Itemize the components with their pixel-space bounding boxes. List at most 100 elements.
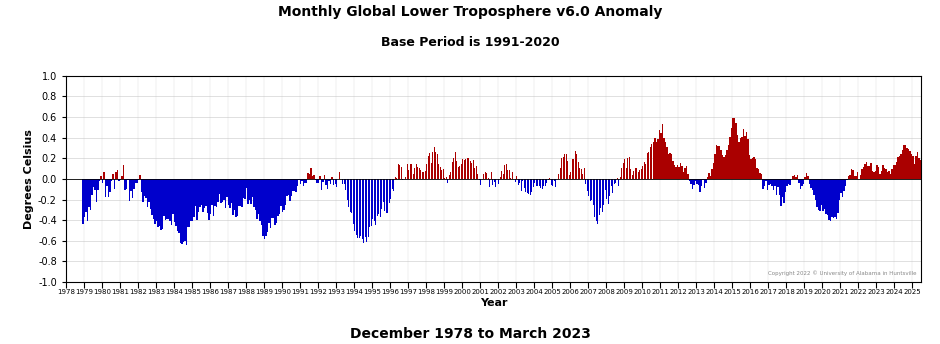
Bar	[395, 177, 396, 179]
Bar	[524, 179, 525, 189]
Bar	[735, 123, 737, 179]
Bar	[302, 179, 303, 181]
Bar	[693, 179, 695, 185]
Bar	[181, 179, 182, 244]
Bar	[315, 179, 317, 180]
Bar	[548, 179, 549, 180]
Bar	[357, 179, 358, 238]
Bar	[222, 179, 224, 202]
Bar	[514, 179, 516, 182]
Bar	[788, 179, 789, 184]
Bar	[425, 171, 426, 179]
Bar	[279, 179, 280, 214]
Bar	[719, 147, 720, 179]
Bar	[544, 179, 546, 186]
Bar	[649, 151, 650, 179]
Bar	[756, 168, 758, 179]
Bar	[398, 164, 399, 179]
Bar	[622, 163, 624, 179]
Bar	[365, 179, 366, 237]
Bar	[836, 179, 838, 219]
Bar	[131, 179, 132, 192]
Bar	[168, 179, 169, 218]
Bar	[133, 179, 134, 189]
Bar	[352, 179, 353, 224]
Bar	[299, 179, 300, 180]
Bar	[194, 179, 195, 217]
Bar	[689, 179, 690, 182]
Bar	[840, 179, 841, 193]
Bar	[255, 179, 257, 210]
Bar	[224, 179, 225, 200]
Bar	[491, 172, 492, 179]
Bar	[778, 179, 780, 195]
Bar	[272, 179, 273, 218]
Bar	[685, 166, 687, 179]
Bar	[318, 179, 320, 183]
Bar	[914, 164, 916, 179]
Bar	[584, 168, 585, 179]
Bar	[91, 179, 93, 195]
Bar	[405, 176, 406, 179]
Bar	[471, 163, 473, 179]
Bar	[634, 168, 636, 179]
Bar	[540, 179, 541, 188]
Bar	[428, 156, 429, 179]
Bar	[171, 179, 172, 225]
Bar	[541, 179, 543, 190]
Bar	[734, 118, 735, 179]
Bar	[358, 179, 360, 238]
Bar	[210, 179, 212, 214]
Bar	[678, 167, 680, 179]
Bar	[866, 162, 867, 179]
Bar	[863, 166, 864, 179]
Bar	[153, 179, 154, 219]
Bar	[511, 172, 513, 179]
Bar	[504, 165, 506, 179]
Bar	[177, 179, 179, 231]
Bar	[198, 179, 199, 212]
Bar	[765, 179, 766, 181]
Bar	[551, 179, 552, 185]
Bar	[136, 179, 138, 183]
Bar	[124, 179, 126, 190]
Text: Base Period is 1991-2020: Base Period is 1991-2020	[381, 36, 559, 49]
Bar	[393, 179, 395, 191]
Bar	[384, 179, 385, 212]
Bar	[441, 170, 443, 179]
Bar	[343, 179, 345, 184]
Bar	[812, 179, 813, 190]
Bar	[333, 179, 335, 185]
Bar	[851, 169, 852, 179]
Bar	[665, 142, 666, 179]
Bar	[149, 179, 151, 209]
Bar	[417, 166, 418, 179]
Bar	[438, 164, 439, 179]
Bar	[539, 179, 540, 186]
Bar	[473, 160, 474, 179]
Bar	[191, 179, 192, 221]
Bar	[663, 138, 665, 179]
Bar	[559, 168, 561, 179]
Bar	[146, 179, 147, 198]
Bar	[381, 179, 383, 209]
Bar	[816, 179, 818, 207]
Bar	[139, 175, 141, 179]
Bar	[723, 158, 725, 179]
Bar	[760, 174, 762, 179]
Bar	[748, 155, 750, 179]
Bar	[755, 159, 756, 179]
Bar	[138, 179, 139, 180]
Bar	[699, 179, 700, 192]
Bar	[436, 154, 438, 179]
Bar	[563, 157, 564, 179]
Bar	[573, 159, 574, 179]
Bar	[154, 179, 156, 224]
Bar	[684, 168, 685, 179]
Bar	[890, 174, 891, 179]
Bar	[833, 179, 834, 218]
Bar	[776, 179, 777, 195]
Bar	[645, 164, 647, 179]
Bar	[366, 179, 368, 241]
Bar	[592, 179, 594, 205]
